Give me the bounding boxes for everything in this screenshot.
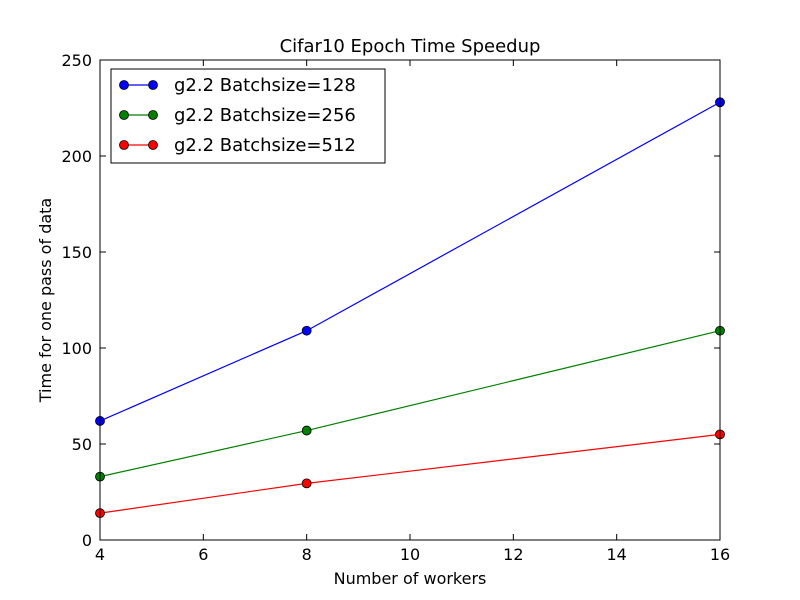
x-tick-label: 8 (302, 545, 312, 564)
y-tick-label: 150 (61, 243, 92, 262)
y-tick-label: 200 (61, 147, 92, 166)
legend-marker (119, 140, 129, 150)
y-tick-label: 250 (61, 51, 92, 70)
x-tick-label: 6 (198, 545, 208, 564)
x-tick-label: 4 (95, 545, 105, 564)
y-axis-label: Time for one pass of data (36, 198, 55, 403)
y-tick-label: 0 (82, 531, 92, 550)
legend-label: g2.2 Batchsize=512 (174, 135, 356, 156)
y-tick-label: 100 (61, 339, 92, 358)
data-point (301, 325, 312, 336)
legend-label: g2.2 Batchsize=128 (174, 75, 356, 96)
data-point (301, 425, 312, 436)
legend-marker (119, 80, 129, 90)
series-line-1 (99, 330, 721, 478)
x-tick-label: 16 (710, 545, 730, 564)
axis-ticks: 4 6 8 10 12 14 16 0 50 100 150 200 250 (61, 51, 730, 564)
legend-marker (119, 110, 129, 120)
legend-marker (148, 80, 158, 90)
x-tick-label: 12 (503, 545, 523, 564)
legend-marker (148, 110, 158, 120)
series-line-2 (99, 433, 721, 514)
data-point (301, 478, 312, 489)
chart-title: Cifar10 Epoch Time Speedup (280, 36, 541, 57)
legend: g2.2 Batchsize=128 g2.2 Batchsize=256 g2.2… (110, 68, 386, 164)
x-tick-label: 10 (400, 545, 420, 564)
legend-marker (148, 140, 158, 150)
legend-label: g2.2 Batchsize=256 (174, 105, 356, 126)
y-tick-label: 50 (72, 435, 92, 454)
x-axis-label: Number of workers (334, 569, 487, 588)
x-tick-label: 14 (606, 545, 626, 564)
